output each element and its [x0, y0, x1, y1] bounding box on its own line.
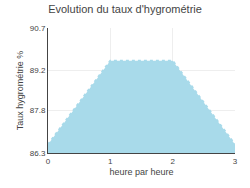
- svg-text:86.3: 86.3: [30, 149, 46, 158]
- svg-text:Evolution du taux d'hygrométri: Evolution du taux d'hygrométrie: [48, 3, 202, 15]
- svg-text:3: 3: [233, 157, 238, 166]
- svg-text:heure par heure: heure par heure: [109, 167, 173, 177]
- svg-text:87.8: 87.8: [30, 106, 46, 115]
- svg-text:Taux hygrométrie %: Taux hygrométrie %: [15, 51, 25, 131]
- svg-text:1: 1: [108, 157, 113, 166]
- svg-text:0: 0: [46, 157, 51, 166]
- svg-text:89.2: 89.2: [30, 66, 46, 75]
- svg-text:2: 2: [170, 157, 175, 166]
- svg-text:90.7: 90.7: [30, 24, 46, 33]
